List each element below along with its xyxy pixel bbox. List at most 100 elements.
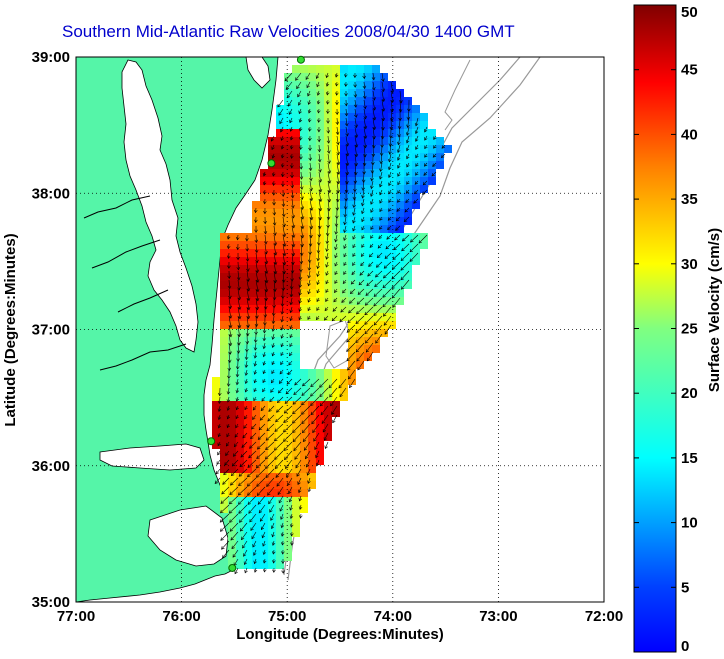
velocity-vector-head (280, 361, 284, 366)
velocity-cell (244, 393, 252, 401)
velocity-vector-head (318, 188, 323, 193)
velocity-cell (292, 449, 300, 457)
velocity-vector-head (235, 406, 240, 411)
velocity-cell (268, 537, 276, 545)
velocity-vector (237, 270, 240, 280)
velocity-cell (356, 65, 364, 73)
velocity-cell (260, 265, 268, 273)
velocity-cell (284, 377, 292, 385)
velocity-vector-head (397, 173, 401, 177)
velocity-vector (359, 270, 365, 276)
velocity-vector (352, 234, 356, 240)
velocity-cell (308, 441, 316, 449)
velocity-cell (420, 177, 428, 185)
velocity-cell (236, 553, 244, 561)
velocity-vector (361, 198, 365, 206)
velocity-cell (244, 233, 252, 241)
velocity-cell (228, 401, 236, 409)
velocity-cell (380, 81, 388, 89)
velocity-cell (292, 289, 300, 297)
velocity-vector-head (326, 110, 330, 115)
velocity-cell (236, 529, 244, 537)
velocity-vector-head (276, 483, 280, 487)
velocity-vector (388, 189, 392, 194)
velocity-vector-head (289, 343, 293, 347)
velocity-vector-head (272, 296, 277, 301)
velocity-vector (255, 261, 258, 273)
velocity-cell (356, 337, 364, 345)
velocity-vector-head (371, 76, 376, 81)
velocity-vector (424, 135, 428, 141)
velocity-vector-head (300, 216, 305, 220)
velocity-vector-head (413, 200, 417, 204)
velocity-vector-head (373, 303, 377, 307)
velocity-cell (316, 377, 324, 385)
station-marker (296, 55, 305, 64)
velocity-cell (348, 249, 356, 257)
velocity-cell (284, 329, 292, 337)
velocity-cell (356, 145, 364, 153)
velocity-vector (274, 441, 284, 451)
velocity-vector-head (382, 284, 386, 289)
velocity-vector-head (236, 256, 240, 261)
velocity-cell (276, 513, 284, 521)
velocity-vector (415, 162, 419, 167)
velocity-vector (300, 270, 302, 280)
velocity-vector-head (355, 330, 359, 334)
velocity-cell (276, 257, 284, 265)
velocity-cell (372, 105, 380, 113)
velocity-cell (276, 465, 284, 473)
velocity-vector (387, 225, 392, 230)
velocity-cell (324, 385, 332, 393)
velocity-vector-head (295, 77, 299, 81)
velocity-cell (236, 481, 244, 489)
velocity-vector (271, 378, 275, 383)
velocity-vector-head (253, 569, 258, 573)
velocity-cell (244, 433, 252, 441)
colorbar-tick-label: 30 (681, 256, 698, 273)
velocity-vector-head (309, 187, 313, 192)
velocity-vector (381, 117, 384, 130)
velocity-cell (268, 201, 276, 209)
velocity-cell (252, 249, 260, 257)
velocity-vector (227, 234, 230, 240)
velocity-vector-head (249, 518, 253, 523)
velocity-vector (406, 144, 410, 151)
velocity-vector-head (373, 293, 378, 297)
velocity-cell (284, 361, 292, 369)
velocity-cell (284, 281, 292, 289)
velocity-cell (308, 225, 316, 233)
velocity-vector (401, 279, 410, 290)
velocity-cell (236, 393, 244, 401)
velocity-cell (308, 201, 316, 209)
velocity-vector (277, 486, 284, 495)
velocity-vector (292, 396, 302, 405)
velocity-vector-head (220, 537, 224, 541)
velocity-vector (310, 378, 320, 387)
velocity-vector (288, 486, 293, 494)
velocity-cell (364, 249, 372, 257)
velocity-cell (380, 73, 388, 81)
velocity-cell (436, 161, 444, 169)
velocity-cell (268, 185, 276, 193)
velocity-cell (404, 145, 412, 153)
velocity-cell (300, 409, 308, 417)
velocity-vector (301, 414, 311, 424)
velocity-vector (311, 414, 320, 424)
velocity-vector (307, 90, 311, 97)
velocity-vector (357, 297, 365, 305)
velocity-vector-head (262, 337, 267, 342)
velocity-vector (396, 216, 401, 222)
velocity-vector (220, 531, 230, 541)
velocity-cell (356, 241, 364, 249)
velocity-vector (265, 450, 275, 460)
velocity-vector (361, 252, 365, 257)
velocity-vector (307, 315, 311, 320)
velocity-vector (324, 306, 329, 311)
velocity-vector-head (343, 253, 347, 258)
velocity-vector-head (232, 453, 237, 457)
velocity-vector-head (245, 248, 249, 252)
velocity-cell (396, 145, 404, 153)
velocity-vector (354, 108, 357, 118)
velocity-vector-head (327, 150, 331, 154)
